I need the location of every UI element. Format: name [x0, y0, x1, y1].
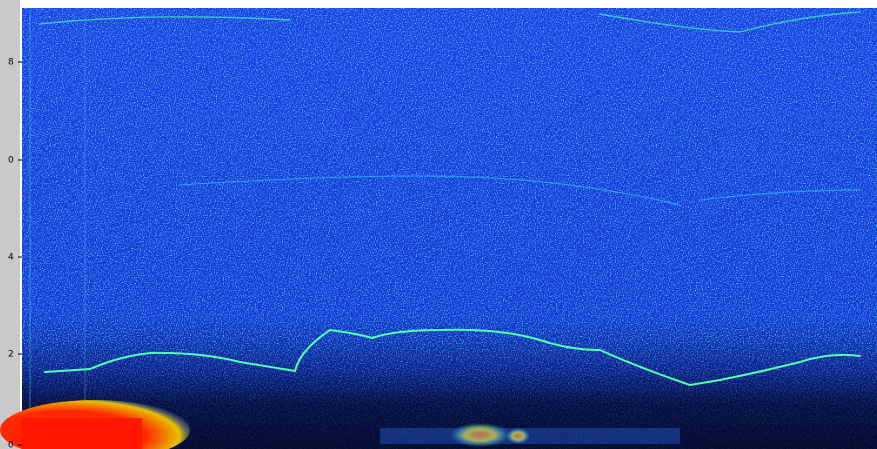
- spectrogram-view: 8 0 4 2 0: [0, 0, 877, 449]
- y-tick-label: 0: [8, 156, 14, 166]
- y-tick-label: 8: [8, 58, 14, 68]
- y-tick-label: 4: [8, 253, 14, 263]
- y-tick-label: 0: [8, 441, 14, 449]
- y-tick-label: 2: [8, 350, 14, 360]
- noise: [22, 8, 877, 449]
- hot-region: [22, 418, 142, 449]
- bottom-band: [380, 428, 680, 444]
- page: {"axis": {"tick_labels": ["8", "0", "4",…: [0, 0, 877, 449]
